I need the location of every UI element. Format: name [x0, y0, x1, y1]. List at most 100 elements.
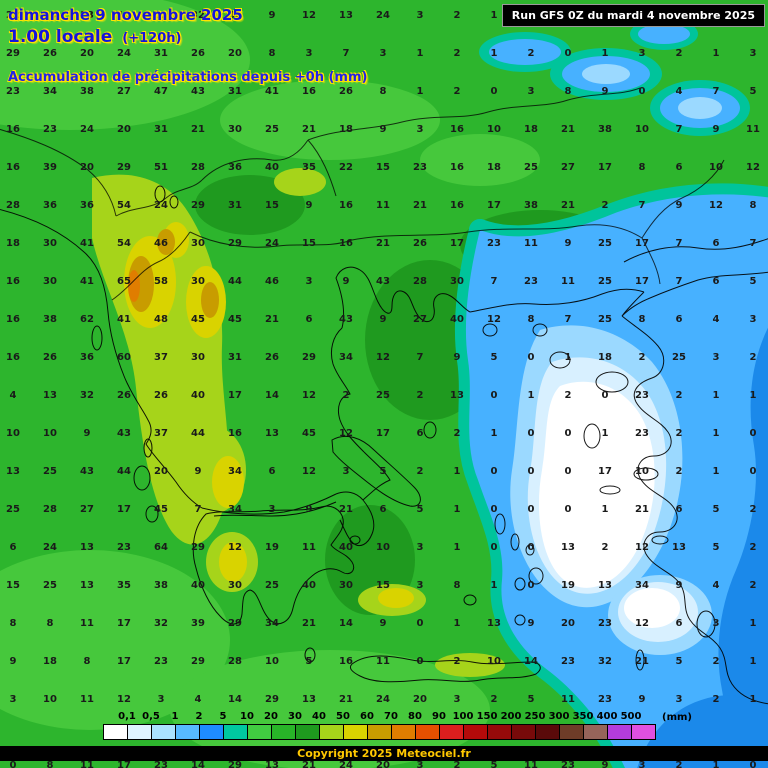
grid-value: 2: [564, 390, 572, 401]
grid-value: 3: [453, 694, 461, 705]
grid-value: 36: [80, 200, 94, 211]
grid-value: 2: [675, 428, 683, 439]
grid-value: 31: [228, 86, 242, 97]
grid-value: 3: [638, 48, 646, 59]
grid-value: 16: [6, 276, 20, 287]
grid-value: 7: [675, 124, 683, 135]
grid-value: 13: [80, 542, 94, 553]
grid-value: 41: [117, 314, 131, 325]
grid-value: 8: [268, 48, 276, 59]
grid-value: 0: [416, 618, 424, 629]
grid-value: 16: [450, 124, 464, 135]
grid-value: 28: [6, 200, 20, 211]
grid-value: 0: [527, 466, 535, 477]
grid-value: 46: [265, 276, 279, 287]
grid-value: 37: [154, 352, 168, 363]
grid-value: 2: [527, 48, 535, 59]
grid-value: 26: [154, 390, 168, 401]
grid-value: 23: [6, 86, 20, 97]
grid-value: 38: [43, 314, 57, 325]
grid-value: 1: [712, 428, 720, 439]
grid-value: 16: [450, 162, 464, 173]
grid-value: 36: [43, 200, 57, 211]
grid-value: 36: [228, 162, 242, 173]
grid-value: 18: [6, 238, 20, 249]
grid-value: 3: [712, 352, 720, 363]
grid-value: 2: [749, 504, 757, 515]
grid-value: 15: [6, 580, 20, 591]
grid-value: 1: [453, 542, 461, 553]
grid-value: 21: [339, 504, 353, 515]
grid-value: 24: [117, 48, 131, 59]
grid-value: 38: [154, 580, 168, 591]
grid-value: 25: [376, 390, 390, 401]
grid-value: 2: [453, 48, 461, 59]
grid-value: 8: [46, 760, 54, 768]
legend-swatch: [104, 725, 128, 739]
legend-swatch: [224, 725, 248, 739]
grid-value: 21: [339, 694, 353, 705]
grid-value: 43: [80, 466, 94, 477]
grid-value: 0: [527, 542, 535, 553]
grid-value: 1: [416, 86, 424, 97]
run-info-text: Run GFS 0Z du mardi 4 novembre 2025: [511, 9, 755, 22]
grid-value: 24: [154, 200, 168, 211]
grid-value: 16: [6, 352, 20, 363]
grid-value: 20: [80, 48, 94, 59]
grid-value: 34: [635, 580, 649, 591]
legend-swatch: [176, 725, 200, 739]
grid-value: 29: [191, 542, 205, 553]
grid-value: 23: [561, 760, 575, 768]
grid-value: 13: [302, 694, 316, 705]
grid-value: 3: [157, 694, 165, 705]
grid-value: 12: [228, 542, 242, 553]
grid-value: 2: [342, 390, 350, 401]
grid-value: 0: [749, 466, 757, 477]
grid-value: 17: [487, 200, 501, 211]
grid-value: 54: [117, 200, 131, 211]
grid-value: 30: [228, 10, 242, 21]
grid-value: 22: [6, 10, 20, 21]
grid-value: 3: [416, 542, 424, 553]
grid-value: 21: [561, 124, 575, 135]
grid-value: 23: [154, 656, 168, 667]
grid-value: 44: [117, 466, 131, 477]
grid-value: 11: [561, 276, 575, 287]
local-time-label: 1.00 locale (+120h): [8, 27, 181, 47]
grid-value: 5: [749, 86, 757, 97]
grid-value: 30: [43, 238, 57, 249]
grid-value: 36: [80, 352, 94, 363]
grid-value: 43: [191, 86, 205, 97]
grid-value: 17: [376, 428, 390, 439]
grid-value: 23: [117, 542, 131, 553]
legend-label: 50: [336, 711, 350, 722]
grid-value: 23: [43, 124, 57, 135]
grid-value: 1: [712, 760, 720, 768]
legend-label: 10: [240, 711, 254, 722]
grid-value: 11: [376, 656, 390, 667]
grid-value: 38: [598, 124, 612, 135]
grid-value: 10: [376, 542, 390, 553]
grid-value: 17: [450, 238, 464, 249]
grid-value: 46: [154, 238, 168, 249]
legend-label: 40: [312, 711, 326, 722]
grid-value: 13: [672, 542, 686, 553]
grid-value: 29: [265, 694, 279, 705]
grid-value: 8: [638, 162, 646, 173]
grid-value: 23: [598, 618, 612, 629]
grid-value: 1: [490, 48, 498, 59]
coastlines: [0, 185, 768, 705]
legend-swatch: [368, 725, 392, 739]
grid-value: 3: [749, 48, 757, 59]
grid-value: 11: [746, 124, 760, 135]
grid-value: 0: [564, 48, 572, 59]
grid-value: 1: [527, 390, 535, 401]
grid-value: 6: [379, 504, 387, 515]
grid-value: 0: [749, 760, 757, 768]
legend-label: 0,1: [118, 711, 136, 722]
grid-value: 43: [117, 428, 131, 439]
copyright-text: Copyright 2025 Meteociel.fr: [297, 747, 471, 760]
legend-swatch: [560, 725, 584, 739]
grid-value: 12: [302, 390, 316, 401]
